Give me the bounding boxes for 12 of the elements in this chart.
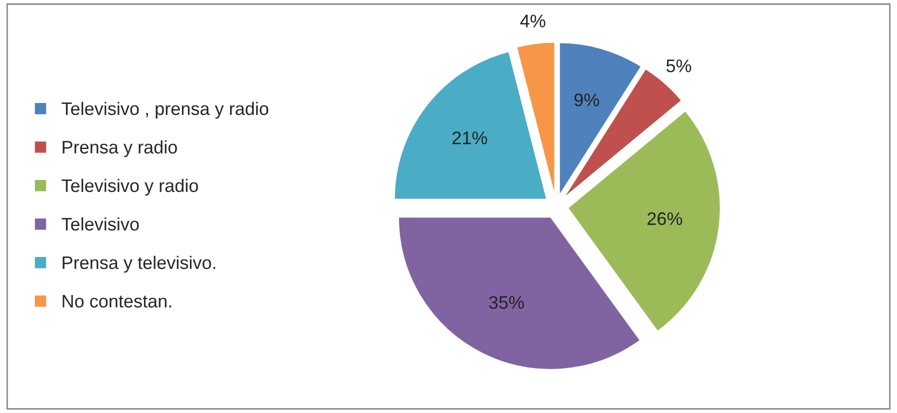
legend-label: No contestan. (62, 294, 172, 308)
data-label: 9% (574, 93, 600, 106)
legend-label: Televisivo y radio (62, 178, 198, 196)
legend-label: Televisivo (62, 217, 139, 231)
legend-label: Prensa y televisivo. (62, 256, 216, 273)
data-label: 21% (452, 131, 488, 144)
legend-label: Televisivo , prensa y radio (62, 102, 268, 119)
data-label: 35% (489, 296, 524, 309)
legend-label: Prensa y radio (62, 140, 177, 158)
data-label: 26% (648, 212, 682, 226)
data-label: 5% (666, 60, 692, 72)
data-label: 4% (520, 14, 546, 28)
